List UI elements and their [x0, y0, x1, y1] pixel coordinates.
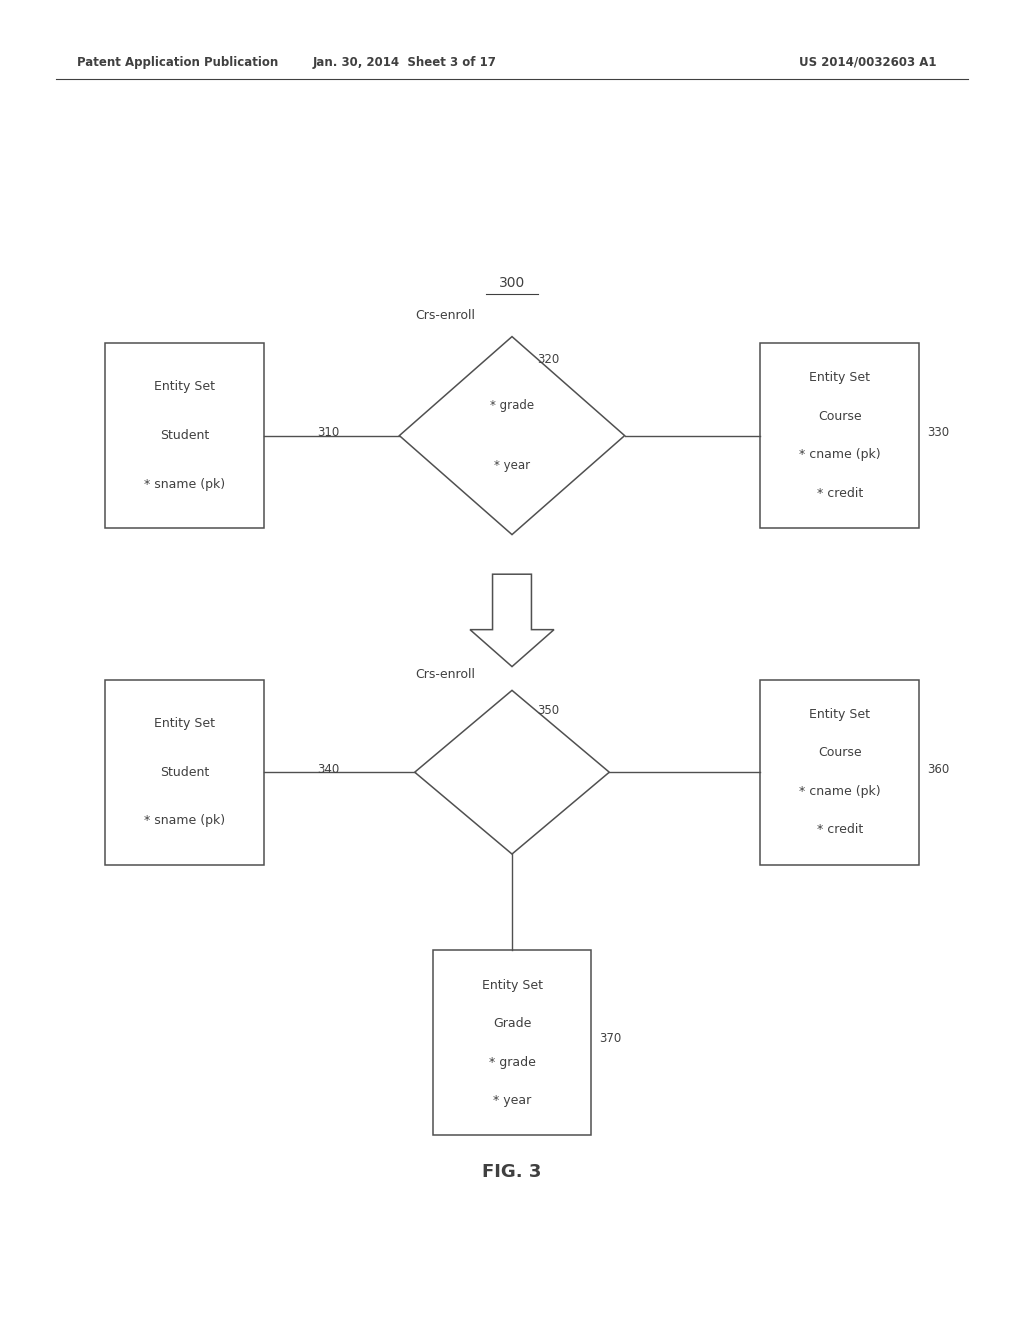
Text: Entity Set: Entity Set	[809, 708, 870, 721]
Text: * cname (pk): * cname (pk)	[799, 449, 881, 462]
Bar	[760, 343, 920, 528]
Text: * grade: * grade	[489, 400, 535, 412]
Bar	[760, 680, 920, 865]
Text: Entity Set: Entity Set	[154, 380, 215, 393]
Text: Entity Set: Entity Set	[481, 978, 543, 991]
Text: * year: * year	[494, 459, 530, 471]
Text: 320: 320	[538, 352, 560, 366]
Text: * cname (pk): * cname (pk)	[799, 785, 881, 799]
Bar	[104, 680, 264, 865]
Bar	[432, 950, 592, 1135]
Text: * sname (pk): * sname (pk)	[143, 478, 225, 491]
Text: 330: 330	[927, 426, 949, 440]
Bar	[104, 343, 264, 528]
Text: * credit: * credit	[816, 824, 863, 837]
Text: US 2014/0032603 A1: US 2014/0032603 A1	[799, 55, 936, 69]
Text: Entity Set: Entity Set	[154, 717, 215, 730]
Text: * year: * year	[493, 1094, 531, 1107]
Text: FIG. 3: FIG. 3	[482, 1163, 542, 1181]
Text: Grade: Grade	[493, 1016, 531, 1030]
Polygon shape	[470, 574, 554, 667]
Text: * credit: * credit	[816, 487, 863, 500]
Text: Entity Set: Entity Set	[809, 371, 870, 384]
Text: * grade: * grade	[488, 1056, 536, 1069]
Text: Jan. 30, 2014  Sheet 3 of 17: Jan. 30, 2014 Sheet 3 of 17	[312, 55, 497, 69]
Text: Student: Student	[160, 429, 209, 442]
Text: 360: 360	[927, 763, 949, 776]
Text: 300: 300	[499, 276, 525, 290]
Text: Course: Course	[818, 746, 861, 759]
Text: 350: 350	[538, 704, 560, 717]
Text: 310: 310	[317, 426, 340, 440]
Text: Crs-enroll: Crs-enroll	[416, 668, 475, 681]
Text: Patent Application Publication: Patent Application Publication	[77, 55, 279, 69]
Polygon shape	[399, 337, 625, 535]
Text: * sname (pk): * sname (pk)	[143, 814, 225, 828]
Text: Student: Student	[160, 766, 209, 779]
Text: 340: 340	[317, 763, 340, 776]
Polygon shape	[415, 690, 609, 854]
Text: Course: Course	[818, 409, 861, 422]
Text: Crs-enroll: Crs-enroll	[416, 309, 475, 322]
Text: 370: 370	[599, 1032, 622, 1045]
